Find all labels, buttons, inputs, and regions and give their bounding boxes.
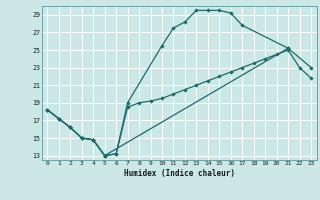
X-axis label: Humidex (Indice chaleur): Humidex (Indice chaleur): [124, 169, 235, 178]
